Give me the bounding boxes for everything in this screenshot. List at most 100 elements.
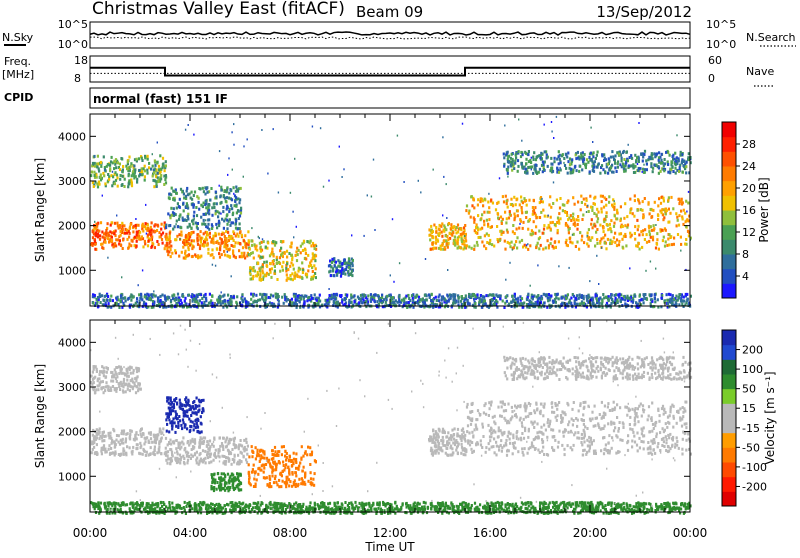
data-cell: [216, 202, 218, 205]
data-cell-sparse: [146, 233, 147, 235]
data-cell: [217, 215, 219, 218]
data-cell: [197, 227, 199, 230]
data-cell: [618, 243, 620, 246]
data-cell: [148, 432, 150, 435]
data-cell: [601, 153, 603, 156]
data-cell: [221, 455, 223, 458]
data-cell: [192, 255, 194, 258]
data-cell: [580, 208, 582, 211]
data-cell: [121, 384, 123, 387]
data-cell: [542, 209, 544, 212]
data-cell: [614, 214, 616, 217]
data-cell: [221, 238, 223, 241]
data-cell: [588, 156, 590, 159]
data-cell-sparse: [188, 124, 189, 126]
data-cell: [148, 162, 150, 165]
data-cell-sparse: [179, 238, 180, 240]
data-cell: [518, 302, 520, 305]
data-cell: [157, 161, 159, 164]
data-cell: [184, 426, 186, 429]
data-cell: [658, 159, 660, 162]
data-cell-sparse: [153, 290, 154, 292]
data-cell: [259, 269, 261, 272]
data-cell: [315, 276, 317, 279]
data-cell: [435, 242, 437, 245]
data-cell: [617, 166, 619, 169]
data-cell-sparse: [403, 181, 404, 183]
data-cell: [213, 203, 215, 206]
data-cell: [139, 452, 141, 455]
data-cell-sparse: [568, 267, 569, 269]
data-cell: [663, 169, 665, 172]
data-cell: [222, 206, 224, 209]
data-cell: [186, 409, 188, 412]
data-cell: [176, 402, 178, 405]
data-cell-sparse: [205, 219, 206, 221]
data-cell: [211, 238, 213, 241]
data-cell: [557, 217, 559, 220]
data-cell: [312, 270, 314, 273]
data-cell: [241, 293, 243, 296]
data-cell: [195, 222, 197, 225]
data-cell: [154, 438, 156, 441]
data-cell: [507, 241, 509, 244]
data-cell: [175, 416, 177, 419]
data-cell: [509, 213, 511, 216]
data-cell: [430, 225, 432, 228]
data-cell: [516, 236, 518, 239]
data-cell: [176, 220, 178, 223]
data-cell: [567, 244, 569, 247]
data-cell: [585, 163, 587, 166]
data-cell: [312, 257, 314, 260]
data-cell: [135, 244, 137, 247]
data-cell: [195, 404, 197, 407]
data-cell-sparse: [251, 227, 252, 229]
data-cell: [428, 228, 430, 231]
data-cell: [168, 245, 170, 248]
data-cell: [171, 428, 173, 431]
data-cell: [540, 244, 542, 247]
data-cell: [159, 154, 161, 157]
data-cell: [169, 232, 171, 235]
data-cell: [182, 295, 184, 298]
data-cell: [112, 451, 114, 454]
data-cell: [655, 247, 657, 250]
data-cell-sparse: [261, 129, 262, 131]
data-cell: [169, 457, 171, 460]
data-cell: [113, 374, 115, 377]
data-cell: [658, 151, 660, 154]
data-cell: [648, 240, 650, 243]
data-cell: [678, 198, 680, 201]
data-cell: [180, 403, 182, 406]
data-cell: [618, 233, 620, 236]
data-cell-sparse: [142, 269, 143, 271]
data-cell: [191, 191, 193, 194]
data-cell: [147, 234, 149, 237]
data-cell: [580, 195, 582, 198]
data-cell: [588, 210, 590, 213]
data-cell: [99, 293, 101, 296]
data-cell: [184, 300, 186, 303]
data-cell: [541, 297, 543, 300]
data-cell-sparse: [351, 234, 352, 236]
data-cell: [525, 216, 527, 219]
data-cell: [562, 209, 564, 212]
data-cell: [618, 153, 620, 156]
data-cell: [186, 190, 188, 193]
data-cell: [507, 206, 509, 209]
data-cell: [442, 243, 444, 246]
frequency-series: [90, 68, 690, 76]
data-cell: [637, 169, 639, 172]
data-cell: [199, 247, 201, 250]
data-cell: [247, 303, 249, 306]
data-cell: [103, 367, 105, 370]
data-cell: [681, 295, 683, 298]
data-cell-sparse: [446, 217, 447, 219]
data-cell: [286, 256, 288, 259]
data-cell: [122, 175, 124, 178]
data-cell: [184, 414, 186, 417]
data-cell: [210, 460, 212, 463]
data-cell: [616, 244, 618, 247]
data-cell: [168, 238, 170, 241]
data-cell: [182, 246, 184, 249]
